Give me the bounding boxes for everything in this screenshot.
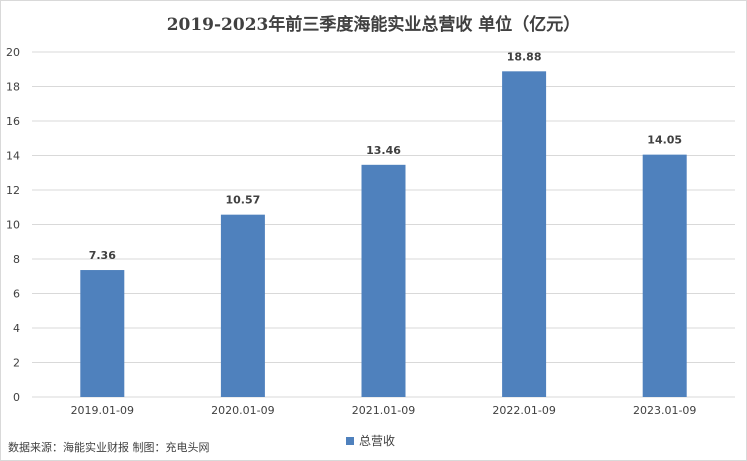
x-axis-ticks: 2019.01-09 2020.01-09 2021.01-09 2022.01-09…	[71, 404, 697, 417]
bar	[642, 154, 687, 397]
bar	[220, 214, 265, 397]
source-note: 数据来源：海能实业财报 制图：充电头网	[8, 441, 210, 454]
data-label: 10.57	[226, 194, 261, 207]
legend: 总营收	[346, 432, 395, 449]
y-tick-label: 16	[6, 115, 20, 128]
y-tick-label: 10	[6, 219, 20, 232]
y-tick-label: 12	[6, 184, 20, 197]
y-tick-label: 4	[13, 322, 20, 335]
y-tick-label: 6	[13, 288, 20, 301]
legend-label: 总营收	[359, 434, 396, 448]
y-tick-label: 8	[13, 253, 20, 266]
y-tick-label: 20	[6, 46, 20, 59]
bars	[80, 71, 687, 397]
data-label: 18.88	[507, 50, 542, 63]
chart-title: 2019-2023年前三季度海能实业总营收 单位（亿元）	[166, 15, 581, 35]
y-tick-label: 14	[6, 150, 20, 163]
x-tick-label: 2021.01-09	[352, 404, 415, 417]
y-axis-ticks: 0 2 4 6 8 10 12 14 16 18 20	[6, 46, 20, 404]
data-label: 7.36	[89, 249, 116, 262]
bar	[80, 270, 125, 397]
y-tick-label: 0	[13, 391, 20, 404]
x-tick-label: 2023.01-09	[633, 404, 696, 417]
x-tick-label: 2022.01-09	[492, 404, 555, 417]
y-tick-label: 18	[6, 81, 20, 94]
data-label: 14.05	[647, 134, 682, 147]
x-tick-label: 2020.01-09	[211, 404, 274, 417]
data-label: 13.46	[366, 144, 401, 157]
bar	[502, 71, 547, 397]
legend-swatch	[346, 436, 354, 445]
x-tick-label: 2019.01-09	[71, 404, 134, 417]
bar	[361, 164, 406, 397]
y-tick-label: 2	[13, 357, 20, 370]
data-labels: 7.36 10.57 13.46 18.88 14.05	[89, 50, 682, 262]
